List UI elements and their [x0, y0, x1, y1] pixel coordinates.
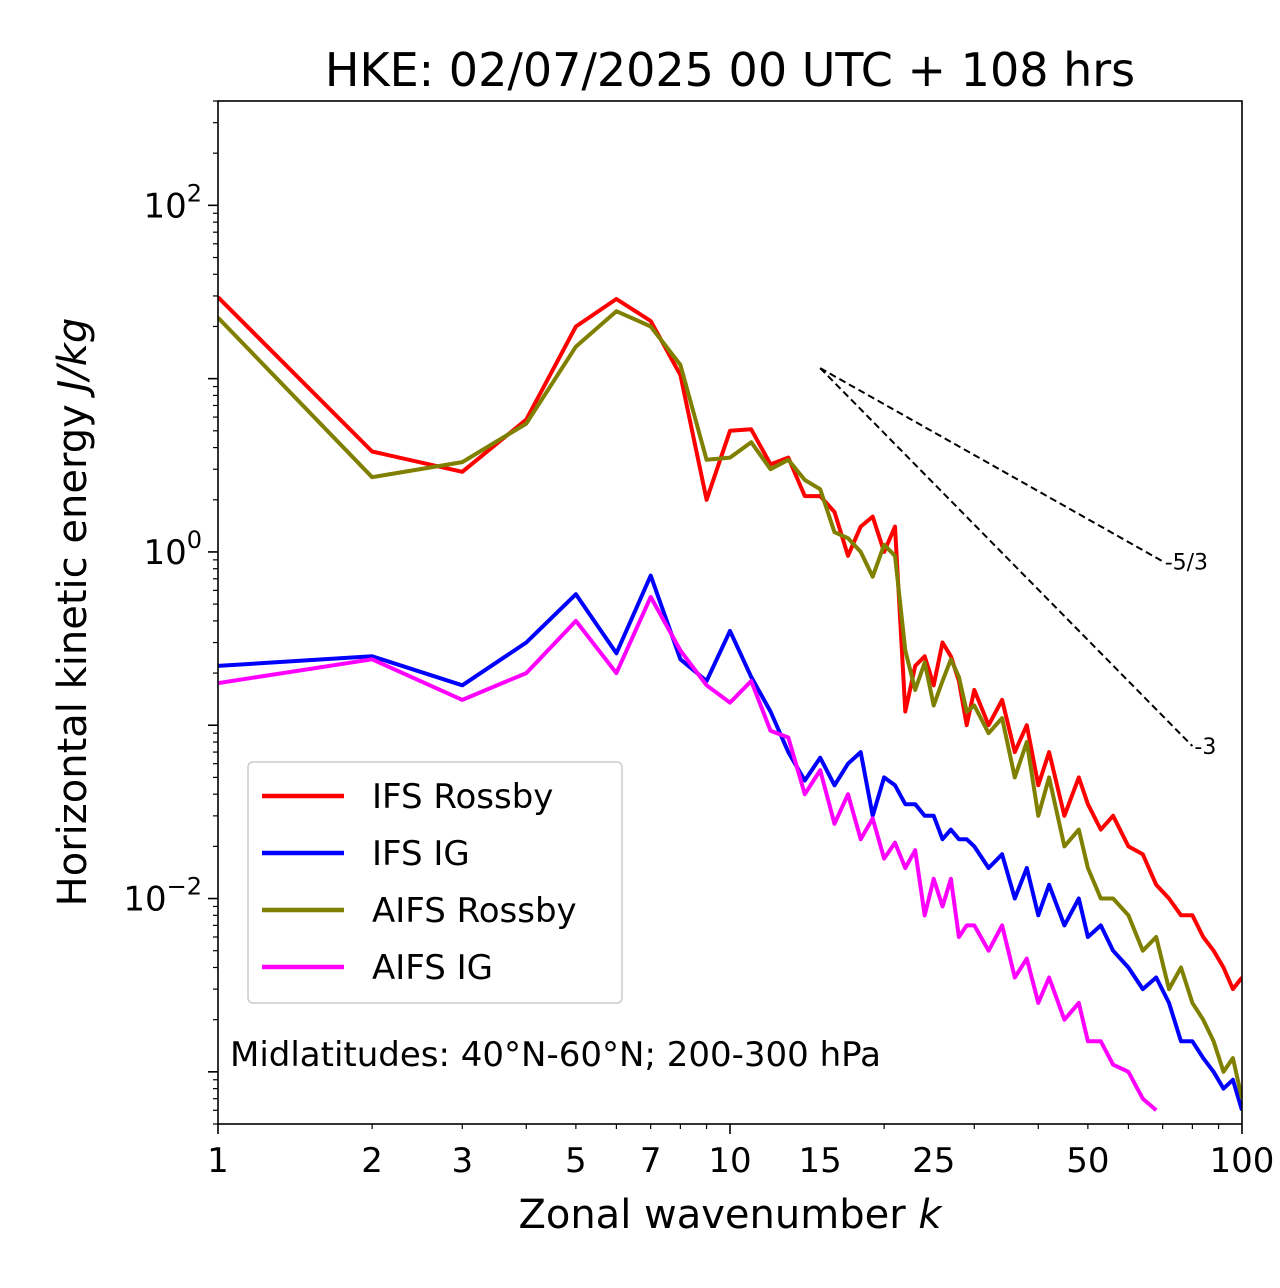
- x-tick-label: 50: [1066, 1141, 1109, 1181]
- x-tick-label: 7: [640, 1141, 662, 1181]
- region-annotation: Midlatitudes: 40°N-60°N; 200-300 hPa: [230, 1035, 881, 1075]
- reference-slope-line: [819, 367, 1194, 747]
- legend-label: IFS IG: [372, 834, 470, 874]
- y-axis-label-unit: J/kg: [50, 318, 96, 399]
- x-axis-label-text: Zonal wavenumber: [518, 1192, 906, 1238]
- x-tick-label: 25: [912, 1141, 955, 1181]
- x-axis-label-var: k: [918, 1192, 943, 1238]
- series-line: [218, 594, 1158, 1112]
- x-tick-label: 100: [1210, 1141, 1275, 1181]
- plot-area: -5/3 -3: [217, 100, 1243, 1125]
- legend-box: [247, 761, 623, 1004]
- y-tick-label: 10−2: [123, 873, 202, 920]
- reference-slope-line: [819, 367, 1164, 563]
- legend: IFS Rossby IFS IG AIFS Rossby AIFS IG: [247, 761, 623, 1004]
- x-tick-label: 10: [708, 1141, 751, 1181]
- x-tick-label: 3: [451, 1141, 473, 1181]
- reference-slope-label: -3: [1194, 735, 1216, 760]
- reference-slope-label: -5/3: [1165, 550, 1208, 575]
- series-lines: [218, 295, 1242, 1112]
- y-axis-label: Horizontal kinetic energy J/kg: [50, 318, 96, 907]
- series-line: [218, 295, 1242, 992]
- legend-label: AIFS IG: [372, 948, 493, 988]
- y-axis-label-text: Horizontal kinetic energy: [50, 404, 96, 906]
- x-tick-label: 15: [799, 1141, 842, 1181]
- x-axis-label: Zonal wavenumber k: [518, 1192, 943, 1238]
- x-axis: 1 2 3 5 7 10 15 25 50 100: [207, 1124, 1274, 1181]
- y-tick-label: 100: [143, 526, 202, 573]
- legend-label: IFS Rossby: [372, 777, 553, 817]
- series-line: [218, 309, 1242, 1100]
- x-tick-label: 5: [565, 1141, 587, 1181]
- series-line: [218, 573, 1242, 1111]
- x-tick-label: 2: [361, 1141, 383, 1181]
- legend-label: AIFS Rossby: [372, 891, 577, 931]
- chart-title: HKE: 02/07/2025 00 UTC + 108 hrs: [325, 43, 1135, 97]
- y-axis: 102 100 10−2: [123, 100, 218, 1125]
- reference-slopes: -5/3 -3: [819, 367, 1216, 760]
- y-tick-label: 102: [143, 179, 202, 226]
- x-tick-label: 1: [207, 1141, 229, 1181]
